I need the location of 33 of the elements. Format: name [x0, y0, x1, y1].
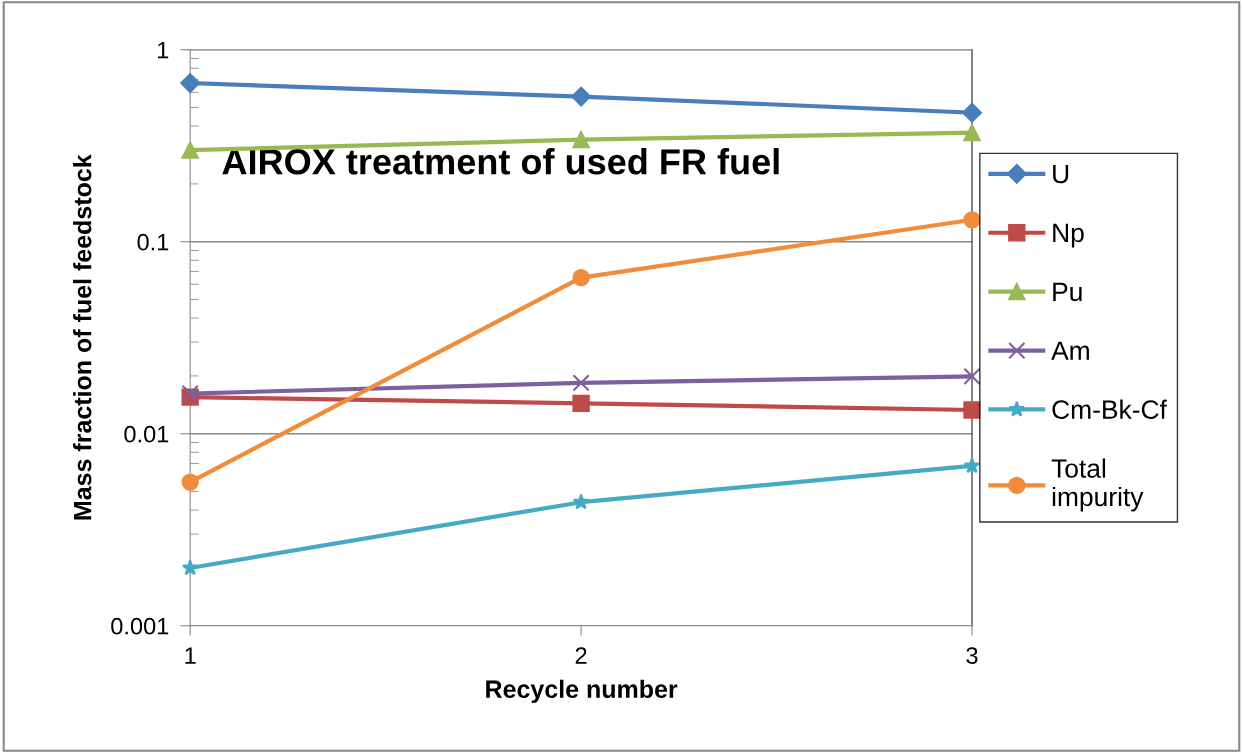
y-tick-label: 1: [158, 42, 169, 59]
point: [572, 374, 590, 392]
point: [962, 102, 982, 123]
point: [963, 367, 981, 386]
x-tick-label: 1: [185, 647, 196, 664]
point: [571, 86, 591, 107]
legend-label: Np: [1053, 223, 1084, 248]
legend-label: Pu: [1053, 282, 1082, 302]
point: [963, 457, 981, 474]
point: [572, 268, 590, 287]
point: [572, 130, 590, 149]
y-tick-label: 0.1: [137, 233, 169, 251]
legend-label: Cm-Bk-Cf: [1052, 399, 1167, 419]
point: [572, 493, 590, 510]
point: [572, 394, 590, 412]
point: [181, 384, 199, 403]
y-tick-label: 0.01: [124, 425, 169, 443]
legend-label: Total impurity: [1051, 458, 1144, 512]
y-tick-label: 0.001: [111, 617, 169, 635]
point: [963, 123, 981, 142]
legend-label: U: [1053, 164, 1069, 184]
y-axis-title: Mass fraction of fuel feedstock: [73, 154, 92, 520]
point: [963, 401, 981, 419]
point: [963, 211, 981, 229]
text: AIROX treatment of used FR fuel: [222, 148, 779, 175]
point: [180, 73, 201, 93]
point: [181, 559, 199, 576]
x-axis-title: Recycle number: [486, 679, 678, 703]
point: [181, 473, 199, 491]
x-tick-label: 2: [575, 647, 587, 664]
x-tick-label: 3: [966, 647, 978, 664]
point: [181, 141, 199, 159]
legend-label: Am: [1051, 341, 1089, 360]
